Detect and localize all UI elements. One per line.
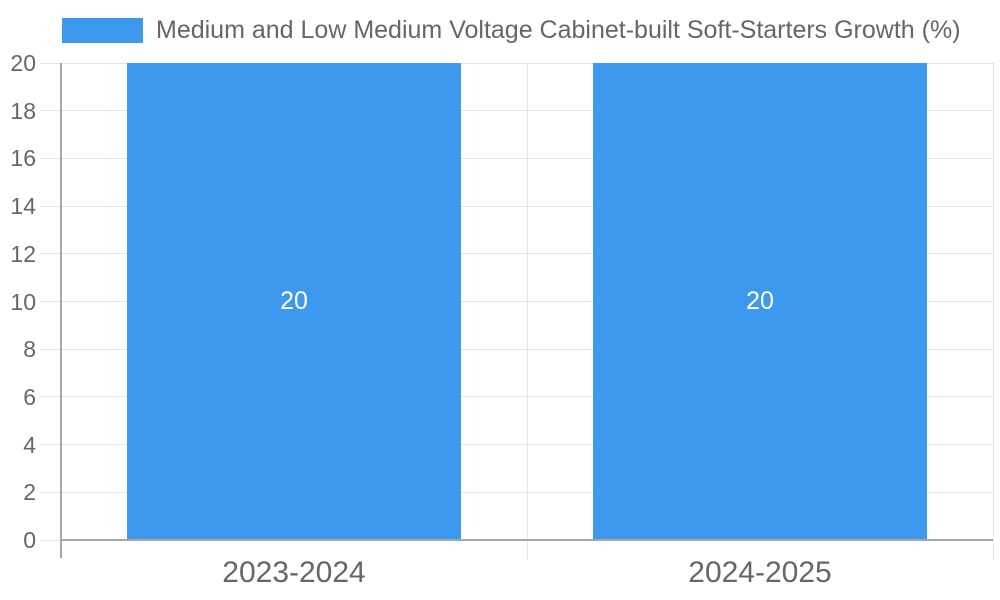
y-tick-label: 0 — [23, 527, 36, 553]
x-tick-mark — [992, 540, 994, 560]
x-tick-label: 2024-2025 — [688, 556, 832, 589]
y-gridline — [40, 301, 993, 302]
y-gridline — [40, 157, 993, 159]
x-axis-line — [61, 539, 993, 541]
y-gridline — [40, 253, 993, 255]
y-gridline — [40, 396, 993, 398]
y-tick-label: 20 — [10, 50, 36, 76]
y-axis-line — [60, 63, 62, 558]
y-gridline — [40, 110, 993, 112]
y-gridline — [40, 444, 993, 446]
x-tick-mark — [526, 540, 528, 560]
y-tick-label: 16 — [10, 145, 36, 172]
y-tick-label: 4 — [23, 431, 36, 458]
bar-value-label: 20 — [280, 287, 308, 315]
x-gridline — [526, 63, 528, 540]
bar: 20 — [593, 63, 927, 540]
y-tick-label: 2 — [23, 479, 36, 506]
y-gridline — [40, 348, 993, 350]
y-gridline — [40, 62, 993, 64]
y-gridline — [40, 491, 993, 493]
y-tick-label: 10 — [10, 288, 36, 315]
y-tick-label: 12 — [10, 240, 36, 267]
x-gridline — [992, 63, 994, 540]
legend-swatch-icon — [62, 18, 143, 43]
bar-value-label: 20 — [746, 287, 774, 315]
legend-label: Medium and Low Medium Voltage Cabinet-bu… — [156, 16, 961, 44]
y-gridline — [40, 205, 993, 207]
y-tick-label: 14 — [10, 193, 36, 220]
legend-item[interactable]: Medium and Low Medium Voltage Cabinet-bu… — [62, 18, 961, 43]
bar: 20 — [127, 63, 461, 540]
y-tick-label: 6 — [23, 383, 36, 410]
x-tick-label: 2023-2024 — [222, 556, 366, 589]
y-tick-label: 18 — [10, 97, 36, 124]
y-tick-label: 8 — [23, 336, 36, 363]
